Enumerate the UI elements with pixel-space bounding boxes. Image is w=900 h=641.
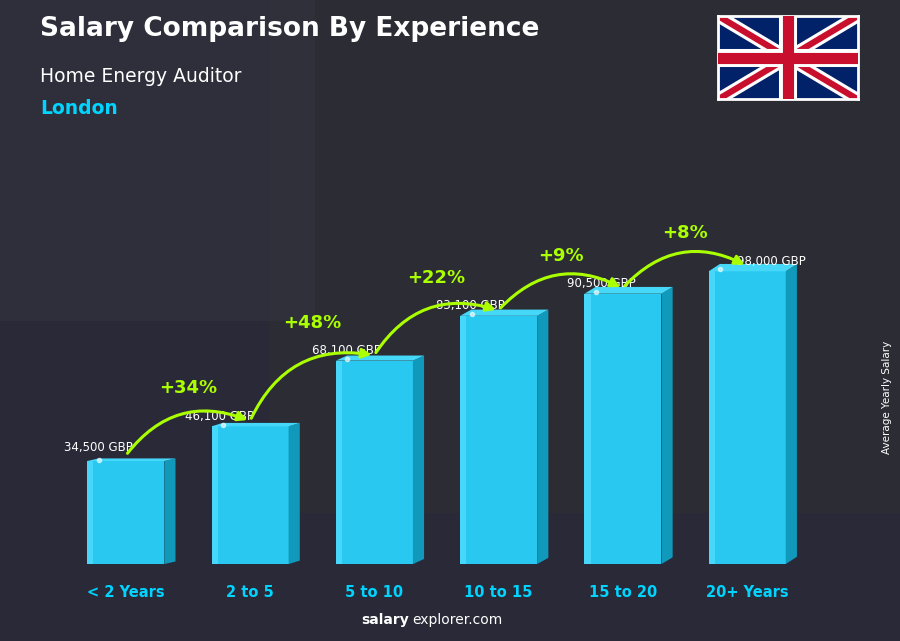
Bar	[212, 426, 289, 564]
Text: +8%: +8%	[662, 224, 708, 242]
Text: 5 to 10: 5 to 10	[346, 585, 403, 600]
Text: London: London	[40, 99, 118, 119]
Text: +48%: +48%	[284, 313, 341, 331]
Bar	[584, 294, 590, 564]
Bar	[584, 294, 662, 564]
Text: 34,500 GBP: 34,500 GBP	[64, 441, 132, 454]
Bar	[0, 0, 315, 320]
Polygon shape	[708, 264, 796, 271]
Polygon shape	[662, 287, 672, 564]
Bar	[708, 271, 786, 564]
Text: < 2 Years: < 2 Years	[87, 585, 165, 600]
Text: Salary Comparison By Experience: Salary Comparison By Experience	[40, 16, 540, 42]
Polygon shape	[336, 356, 424, 361]
Bar	[87, 461, 94, 564]
Bar	[708, 271, 715, 564]
Text: Average Yearly Salary: Average Yearly Salary	[881, 341, 892, 454]
Text: 46,100 GBP: 46,100 GBP	[185, 410, 255, 423]
Text: +22%: +22%	[408, 269, 465, 287]
Text: 10 to 15: 10 to 15	[464, 585, 533, 600]
Text: 2 to 5: 2 to 5	[226, 585, 274, 600]
Polygon shape	[537, 310, 548, 564]
Bar	[87, 461, 165, 564]
Text: salary: salary	[362, 613, 410, 627]
Text: explorer.com: explorer.com	[412, 613, 502, 627]
Bar	[460, 316, 466, 564]
Text: 98,000 GBP: 98,000 GBP	[737, 254, 806, 268]
Text: 20+ Years: 20+ Years	[706, 585, 788, 600]
Polygon shape	[584, 287, 672, 294]
Bar	[270, 0, 900, 513]
Polygon shape	[460, 310, 548, 316]
Text: +9%: +9%	[538, 247, 583, 265]
Polygon shape	[413, 356, 424, 564]
Bar	[460, 316, 537, 564]
Polygon shape	[87, 458, 176, 461]
Polygon shape	[786, 264, 796, 564]
Text: 15 to 20: 15 to 20	[589, 585, 657, 600]
Text: 68,100 GBP: 68,100 GBP	[312, 344, 381, 357]
Text: Home Energy Auditor: Home Energy Auditor	[40, 67, 242, 87]
Bar	[212, 426, 218, 564]
Bar	[336, 361, 413, 564]
Text: 90,500 GBP: 90,500 GBP	[567, 277, 635, 290]
Bar	[336, 361, 342, 564]
Text: 83,100 GBP: 83,100 GBP	[436, 299, 505, 312]
Polygon shape	[165, 458, 176, 564]
Polygon shape	[289, 423, 300, 564]
Text: +34%: +34%	[159, 379, 217, 397]
Polygon shape	[212, 423, 300, 426]
